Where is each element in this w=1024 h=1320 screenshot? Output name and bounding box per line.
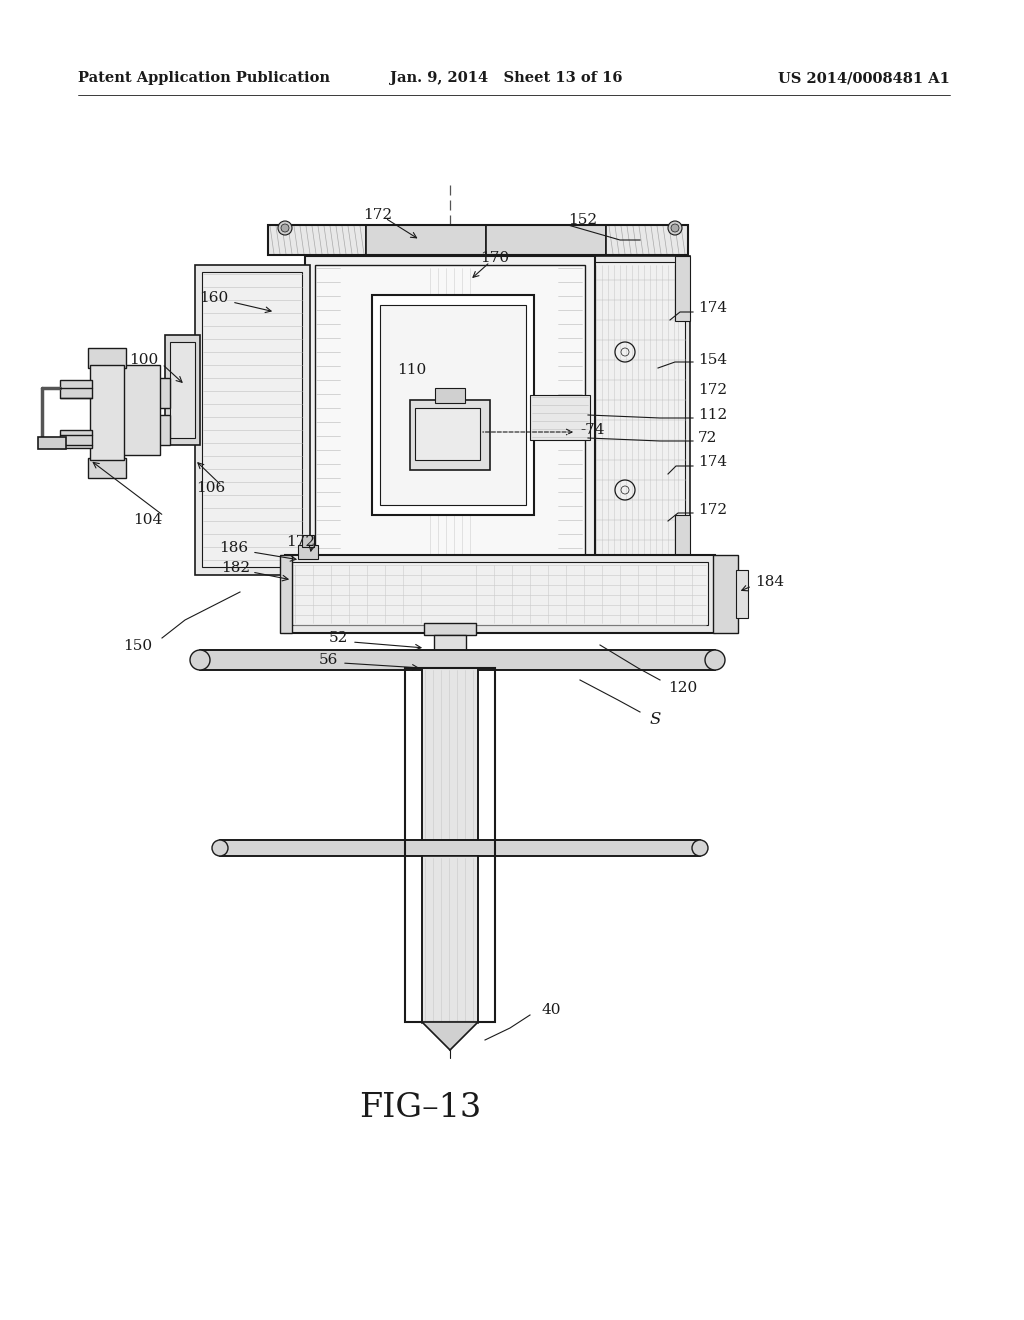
Bar bbox=[372, 294, 534, 515]
Bar bbox=[420, 657, 480, 669]
Text: 52: 52 bbox=[329, 631, 348, 645]
Bar bbox=[292, 562, 708, 624]
Bar bbox=[88, 348, 126, 368]
Text: 160: 160 bbox=[199, 290, 228, 305]
Bar bbox=[315, 265, 585, 565]
Text: 104: 104 bbox=[133, 513, 162, 527]
Text: 106: 106 bbox=[196, 480, 225, 495]
Bar bbox=[486, 224, 606, 255]
Bar bbox=[675, 256, 690, 321]
Bar bbox=[268, 224, 688, 255]
Bar bbox=[736, 570, 748, 618]
Bar bbox=[220, 840, 700, 855]
Bar bbox=[422, 668, 478, 850]
Text: S: S bbox=[650, 711, 662, 729]
Text: FIG–13: FIG–13 bbox=[358, 1092, 481, 1125]
Text: 172: 172 bbox=[364, 209, 392, 222]
Bar bbox=[675, 515, 690, 579]
Text: Patent Application Publication: Patent Application Publication bbox=[78, 71, 330, 84]
Text: 152: 152 bbox=[568, 213, 597, 227]
Bar bbox=[593, 261, 685, 570]
Bar bbox=[435, 388, 465, 403]
Bar bbox=[424, 623, 476, 635]
Text: -74: -74 bbox=[580, 422, 604, 437]
Bar bbox=[170, 342, 195, 438]
Bar bbox=[38, 437, 66, 449]
Bar bbox=[200, 649, 715, 671]
Circle shape bbox=[190, 649, 210, 671]
Text: 40: 40 bbox=[542, 1003, 561, 1016]
Circle shape bbox=[692, 840, 708, 855]
Text: 170: 170 bbox=[480, 251, 510, 265]
Bar bbox=[60, 380, 92, 399]
Text: 112: 112 bbox=[698, 408, 727, 422]
Bar bbox=[434, 635, 466, 657]
Bar bbox=[305, 256, 595, 576]
Bar bbox=[90, 366, 124, 459]
Bar bbox=[588, 256, 690, 576]
Text: 56: 56 bbox=[318, 653, 338, 667]
Circle shape bbox=[671, 224, 679, 232]
Text: 120: 120 bbox=[668, 681, 697, 696]
Polygon shape bbox=[422, 1022, 478, 1049]
Text: 182: 182 bbox=[221, 561, 250, 576]
Text: US 2014/0008481 A1: US 2014/0008481 A1 bbox=[778, 71, 950, 84]
Bar bbox=[202, 272, 302, 568]
Text: 100: 100 bbox=[129, 352, 158, 367]
Text: 154: 154 bbox=[698, 352, 727, 367]
Text: 174: 174 bbox=[698, 301, 727, 315]
Bar bbox=[380, 305, 526, 506]
Bar bbox=[110, 378, 170, 408]
Text: 174: 174 bbox=[698, 455, 727, 469]
Bar bbox=[60, 430, 92, 447]
Bar bbox=[406, 668, 495, 1022]
Bar bbox=[530, 395, 590, 440]
Bar bbox=[415, 408, 480, 459]
Circle shape bbox=[668, 220, 682, 235]
Bar bbox=[410, 400, 490, 470]
Bar bbox=[268, 224, 366, 255]
Bar bbox=[713, 554, 738, 634]
Bar bbox=[88, 458, 126, 478]
Bar bbox=[302, 535, 314, 546]
Text: 172: 172 bbox=[698, 383, 727, 397]
Text: 172: 172 bbox=[286, 535, 315, 549]
Bar bbox=[110, 414, 170, 445]
Bar bbox=[165, 335, 200, 445]
Text: 72: 72 bbox=[698, 432, 718, 445]
Circle shape bbox=[281, 224, 289, 232]
Bar bbox=[298, 545, 318, 558]
Text: 150: 150 bbox=[123, 639, 152, 653]
Text: 186: 186 bbox=[219, 541, 248, 554]
Bar bbox=[195, 265, 310, 576]
Circle shape bbox=[278, 220, 292, 235]
Circle shape bbox=[212, 840, 228, 855]
Circle shape bbox=[705, 649, 725, 671]
Bar bbox=[366, 224, 486, 255]
Text: 110: 110 bbox=[397, 363, 427, 378]
Text: 172: 172 bbox=[698, 503, 727, 517]
Bar bbox=[422, 855, 478, 1023]
Bar bbox=[280, 554, 292, 634]
Bar bbox=[120, 366, 160, 455]
Text: 184: 184 bbox=[755, 576, 784, 589]
Bar bbox=[285, 554, 715, 634]
Text: Jan. 9, 2014   Sheet 13 of 16: Jan. 9, 2014 Sheet 13 of 16 bbox=[390, 71, 623, 84]
Bar bbox=[606, 224, 688, 255]
